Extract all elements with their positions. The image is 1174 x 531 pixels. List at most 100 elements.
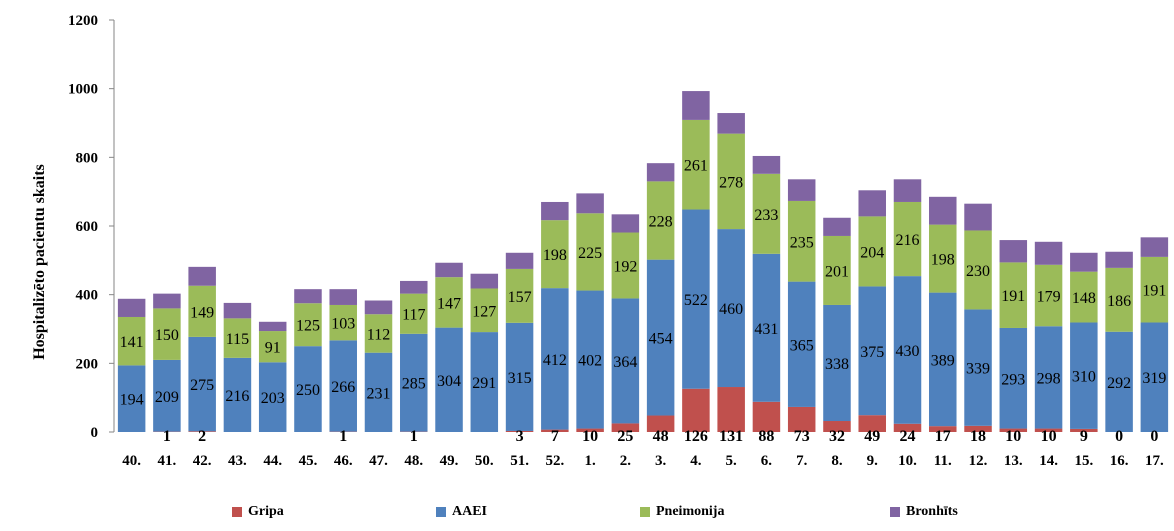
- data-label-gripa: 0: [1115, 428, 1123, 445]
- data-label-aaei: 304: [437, 373, 461, 390]
- bar-segment-bronhīts: [470, 273, 499, 289]
- data-label-pneimonija: 179: [1037, 289, 1061, 306]
- data-label-gripa: 2: [198, 428, 206, 445]
- data-label-aaei: 231: [367, 385, 391, 402]
- data-label-aaei: 402: [578, 353, 602, 370]
- data-label-gripa: 17: [935, 428, 951, 445]
- bar-segment-pneimonija: [1070, 271, 1098, 323]
- bar-segment-aaei: [717, 229, 745, 388]
- data-label-aaei: 319: [1142, 370, 1166, 387]
- data-label-aaei: 365: [790, 337, 814, 354]
- bar-labels-group: 1941411209150227514921611520391250125126…: [120, 158, 1167, 445]
- legend-swatch: [232, 507, 242, 517]
- x-tick-label: 50.: [475, 453, 494, 469]
- bar-segment-pneimonija: [294, 303, 322, 347]
- x-tick-label: 4.: [690, 453, 702, 469]
- bar-segment-pneimonija: [893, 201, 922, 277]
- y-axis-ticks: 0 200 400 600 800 1000 1200: [68, 13, 114, 441]
- bar-segment-bronhīts: [223, 302, 252, 319]
- bar-segment-gripa: [576, 428, 604, 432]
- bar-segment-aaei: [400, 333, 428, 432]
- bar-segment-pneimonija: [188, 285, 216, 337]
- bar-segment-aaei: [470, 332, 499, 432]
- bar-segment-bronhīts: [823, 217, 851, 236]
- bar-segment-gripa: [541, 429, 569, 432]
- bar-segment-pneimonija: [1034, 264, 1063, 327]
- bar-segment-aaei: [435, 327, 463, 432]
- bar-segment-gripa: [893, 423, 922, 432]
- bar-segment-aaei: [964, 309, 992, 426]
- data-label-pneimonija: 204: [860, 244, 884, 261]
- data-label-pneimonija: 112: [367, 326, 390, 343]
- bar-segment-gripa: [858, 415, 886, 432]
- x-tick-label: 5.: [726, 453, 738, 469]
- bar-segment-aaei: [682, 209, 710, 389]
- data-label-gripa: 131: [719, 428, 743, 445]
- data-label-aaei: 338: [825, 356, 849, 373]
- bar-segment-pneimonija: [646, 181, 675, 260]
- bar-segment-bronhīts: [611, 214, 640, 233]
- bar-segment-aaei: [1034, 326, 1063, 429]
- bar-segment-bronhīts: [541, 201, 569, 221]
- data-label-gripa: 1: [410, 428, 418, 445]
- data-label-gripa: 24: [900, 428, 916, 445]
- y-tick-label: 800: [76, 150, 99, 166]
- bar-segment-gripa: [717, 387, 745, 432]
- data-label-aaei: 315: [508, 370, 532, 387]
- data-label-pneimonija: 149: [190, 304, 214, 321]
- data-label-gripa: 25: [617, 428, 633, 445]
- bar-segment-aaei: [999, 327, 1028, 429]
- bar-segment-pneimonija: [541, 220, 569, 289]
- bar-segment-aaei: [823, 304, 851, 422]
- data-label-aaei: 430: [896, 343, 920, 360]
- bar-segment-bronhīts: [258, 321, 287, 332]
- data-label-pneimonija: 191: [1142, 283, 1166, 300]
- x-tick-label: 49.: [440, 453, 459, 469]
- bar-segment-pneimonija: [223, 318, 252, 358]
- bar-segment-bronhīts: [999, 240, 1028, 263]
- data-label-gripa: 10: [1005, 428, 1021, 445]
- x-tick-label: 46.: [334, 453, 353, 469]
- bar-segment-bronhīts: [117, 298, 146, 317]
- bar-segment-pneimonija: [999, 262, 1028, 328]
- legend-swatch: [640, 507, 650, 517]
- x-tick-label: 3.: [655, 453, 667, 469]
- bar-segment-gripa: [929, 426, 957, 432]
- bar-segment-aaei: [153, 359, 181, 432]
- data-label-pneimonija: 115: [226, 331, 249, 348]
- data-label-pneimonija: 235: [790, 234, 814, 251]
- bar-segment-pneimonija: [1140, 256, 1169, 323]
- bar-segment-aaei: [223, 357, 252, 432]
- x-tick-label: 14.: [1039, 453, 1058, 469]
- stacked-bar-chart: Hospitalizēto pacientu skaits 0200400600…: [31, 13, 1169, 469]
- data-label-pneimonija: 125: [296, 318, 320, 335]
- y-axis-title: Hospitalizēto pacientu skaits: [31, 164, 48, 360]
- bar-segment-aaei: [646, 259, 675, 416]
- bar-segment-bronhīts: [752, 155, 781, 174]
- bar-segment-gripa: [1034, 428, 1063, 432]
- x-tick-label: 42.: [193, 453, 212, 469]
- bar-segment-bronhīts: [717, 113, 745, 134]
- bar-segment-pneimonija: [611, 232, 640, 299]
- data-label-aaei: 412: [543, 352, 567, 369]
- data-label-pneimonija: 141: [120, 334, 144, 351]
- bar-segment-gripa: [188, 431, 216, 432]
- x-tick-label: 10.: [898, 453, 917, 469]
- data-label-aaei: 389: [931, 352, 955, 369]
- data-label-pneimonija: 230: [966, 263, 990, 280]
- x-tick-label: 1.: [584, 453, 596, 469]
- data-label-pneimonija: 198: [931, 252, 955, 269]
- data-label-gripa: 32: [829, 428, 845, 445]
- bar-segment-bronhīts: [964, 203, 992, 231]
- data-label-gripa: 48: [653, 428, 669, 445]
- bar-segment-pneimonija: [787, 200, 816, 282]
- data-label-aaei: 203: [261, 390, 285, 407]
- bar-segment-pneimonija: [682, 119, 710, 210]
- bar-segment-aaei: [929, 292, 957, 427]
- bar-segment-aaei: [541, 288, 569, 430]
- data-label-gripa: 1: [163, 428, 171, 445]
- bar-segment-pneimonija: [858, 216, 886, 287]
- x-tick-label: 13.: [1004, 453, 1023, 469]
- x-tick-label: 17.: [1145, 453, 1164, 469]
- data-label-aaei: 194: [120, 392, 144, 409]
